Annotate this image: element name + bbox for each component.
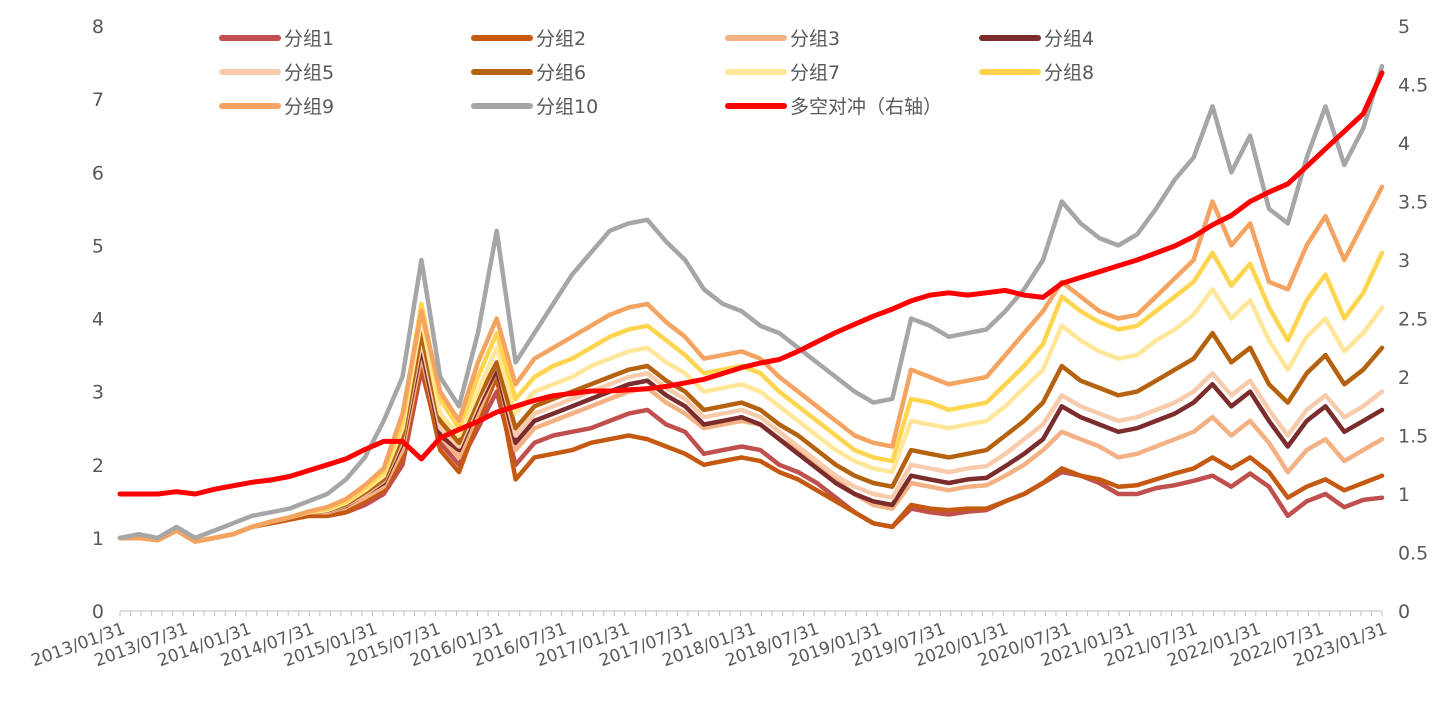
right-axis-tick-label: 4 bbox=[1398, 133, 1410, 155]
legend-label: 分组10 bbox=[536, 96, 598, 118]
legend-label: 分组7 bbox=[790, 62, 840, 84]
series-line-8 bbox=[117, 250, 1385, 544]
legend-label: 分组3 bbox=[790, 28, 840, 50]
series-line-10 bbox=[117, 63, 1385, 541]
right-axis-tick-label: 2.5 bbox=[1398, 309, 1428, 331]
legend-label: 分组5 bbox=[284, 62, 334, 84]
right-axis-tick-label: 5 bbox=[1398, 16, 1410, 38]
right-axis-tick-label: 3.5 bbox=[1398, 192, 1428, 214]
left-axis-tick-label: 3 bbox=[92, 382, 104, 404]
right-axis-tick-label: 3 bbox=[1398, 250, 1410, 272]
legend-label: 分组2 bbox=[536, 28, 586, 50]
legend: 分组1 分组2 分组3 分组4 分组5 分组6 分组7 分组8 分组9 分组10 多空对冲（右轴） bbox=[219, 28, 1094, 118]
left-axis-tick-label: 7 bbox=[92, 89, 104, 111]
legend-label: 分组9 bbox=[284, 96, 334, 118]
left-axis-tick-label: 5 bbox=[92, 235, 104, 257]
right-axis-tick-label: 4.5 bbox=[1398, 75, 1428, 97]
left-axis-tick-label: 2 bbox=[92, 455, 104, 477]
legend-label: 分组4 bbox=[1044, 28, 1094, 50]
legend-label: 分组8 bbox=[1044, 62, 1094, 84]
right-axis-tick-label: 0 bbox=[1398, 601, 1410, 623]
series-lines bbox=[117, 63, 1385, 544]
right-axis-tick-label: 1 bbox=[1398, 484, 1410, 506]
series-line-2 bbox=[117, 360, 1385, 544]
right-axis-tick-label: 2 bbox=[1398, 367, 1410, 389]
legend-label: 分组1 bbox=[284, 28, 334, 50]
left-axis-tick-label: 0 bbox=[92, 601, 104, 623]
left-axis-tick-label: 4 bbox=[92, 309, 104, 331]
legend-label: 分组6 bbox=[536, 62, 586, 84]
series-line-11 bbox=[117, 70, 1385, 497]
left-axis-tick-label: 1 bbox=[92, 528, 104, 550]
right-axis-tick-label: 1.5 bbox=[1398, 426, 1428, 448]
left-axis-tick-label: 8 bbox=[92, 16, 104, 38]
right-axis-tick-label: 0.5 bbox=[1398, 543, 1428, 565]
legend-label: 多空对冲（右轴） bbox=[790, 96, 942, 118]
left-axis-tick-label: 6 bbox=[92, 162, 104, 184]
series-line-9 bbox=[117, 184, 1385, 544]
